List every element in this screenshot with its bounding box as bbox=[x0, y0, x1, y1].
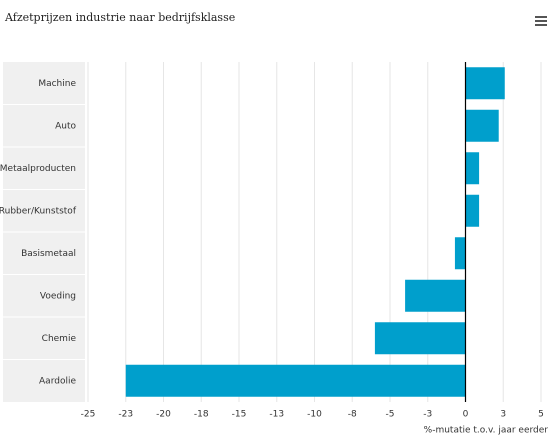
x-tick-label: 3 bbox=[500, 410, 506, 420]
bar bbox=[465, 67, 505, 100]
y-tick-label: Aardolie bbox=[39, 376, 76, 386]
y-tick-label: Rubber/Kunststof bbox=[0, 206, 77, 216]
y-tick-label: Voeding bbox=[40, 291, 76, 301]
x-tick-label: -23 bbox=[118, 410, 133, 420]
bar bbox=[125, 364, 466, 397]
y-tick-label: Auto bbox=[55, 121, 76, 131]
x-tick-label: -13 bbox=[269, 410, 284, 420]
menu-bar bbox=[535, 24, 547, 26]
bar bbox=[405, 279, 466, 312]
bar bbox=[454, 237, 466, 270]
bar bbox=[465, 194, 480, 227]
bar bbox=[465, 109, 499, 142]
x-tick-label: -3 bbox=[423, 410, 432, 420]
x-tick-label: 0 bbox=[463, 410, 469, 420]
y-tick-label: Machine bbox=[38, 79, 76, 89]
x-tick-label: -10 bbox=[307, 410, 322, 420]
y-tick-label: Basismetaal bbox=[21, 249, 76, 259]
y-tick-label: Metaalproducten bbox=[0, 164, 76, 174]
x-tick-label: -15 bbox=[232, 410, 247, 420]
bar bbox=[465, 152, 480, 185]
x-tick-label: -18 bbox=[194, 410, 209, 420]
x-tick-label: -5 bbox=[386, 410, 395, 420]
x-tick-label: -20 bbox=[156, 410, 171, 420]
x-tick-label: -8 bbox=[348, 410, 357, 420]
x-axis-title: %-mutatie t.o.v. jaar eerder bbox=[424, 426, 549, 436]
x-tick-label: 5 bbox=[538, 410, 544, 420]
menu-icon[interactable] bbox=[535, 16, 547, 26]
bar bbox=[374, 322, 466, 355]
menu-bar bbox=[535, 16, 547, 18]
y-tick-label: Chemie bbox=[42, 334, 77, 344]
x-tick-label: -25 bbox=[81, 410, 96, 420]
menu-bar bbox=[535, 20, 547, 22]
chart-title: Afzetprijzen industrie naar bedrijfsklas… bbox=[4, 11, 235, 24]
